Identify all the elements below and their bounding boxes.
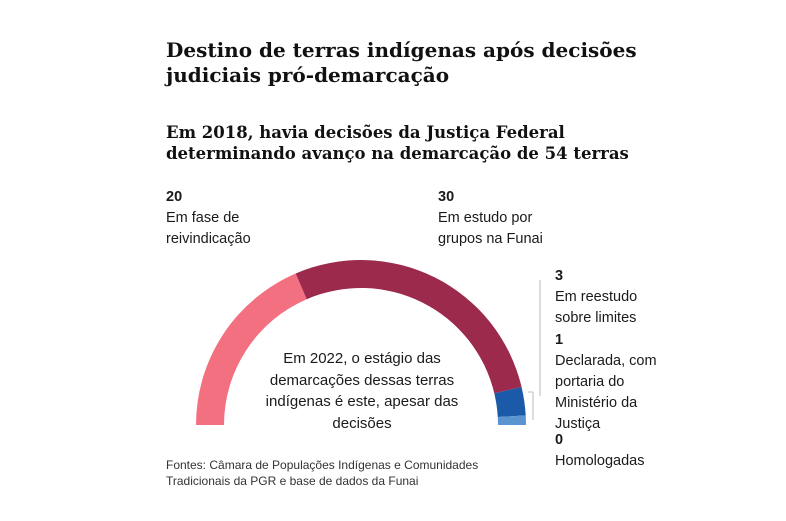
center-annotation: Em 2022, o estágio das demarcações dessa… bbox=[265, 350, 459, 432]
chart-subtitle: Em 2018, havia decisões da Justiça Feder… bbox=[166, 123, 629, 163]
label-reestudo: 3 Em reestudo sobre limites bbox=[555, 266, 665, 329]
arc-reivindicacao bbox=[196, 273, 307, 425]
value-label-estudo-funai: 30 bbox=[438, 189, 455, 205]
source-note: Fontes: Câmara de Populações Indígenas e… bbox=[166, 458, 479, 488]
value-label-reestudo: 3 bbox=[555, 268, 564, 284]
label-estudo-funai: 30 Em estudo por grupos na Funai bbox=[438, 187, 568, 250]
arc-declarada bbox=[497, 415, 526, 425]
value-label-declarada: 1 bbox=[555, 332, 564, 348]
arc-group bbox=[196, 260, 526, 425]
value-label-homologadas: 0 bbox=[555, 432, 564, 448]
category-label-estudo-funai: Em estudo por grupos na Funai bbox=[438, 210, 543, 247]
chart-title: Destino de terras indígenas após decisõe… bbox=[166, 38, 637, 87]
category-label-reivindicacao: Em fase de reivindicação bbox=[166, 210, 251, 247]
category-label-declarada: Declarada, com portaria do Ministério da… bbox=[555, 353, 657, 432]
category-label-reestudo: Em reestudo sobre limites bbox=[555, 289, 638, 326]
value-label-reivindicacao: 20 bbox=[166, 189, 183, 205]
label-reivindicacao: 20 Em fase de reivindicação bbox=[166, 187, 316, 250]
arc-reestudo bbox=[494, 386, 526, 418]
label-homologadas: 0 Homologadas bbox=[555, 430, 665, 472]
category-label-homologadas: Homologadas bbox=[555, 453, 645, 469]
arc-estudo-funai bbox=[295, 260, 522, 394]
label-declarada: 1 Declarada, com portaria do Ministério … bbox=[555, 330, 665, 435]
